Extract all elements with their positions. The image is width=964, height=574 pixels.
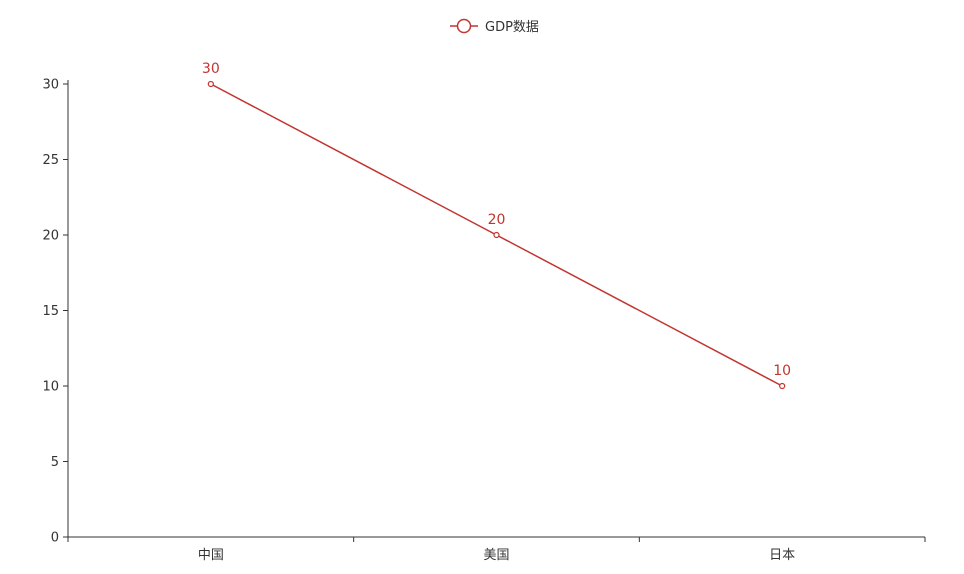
legend-label: GDP数据 bbox=[485, 20, 539, 35]
y-tick-label: 5 bbox=[51, 455, 59, 470]
data-point[interactable] bbox=[493, 231, 500, 239]
y-tick-label: 15 bbox=[42, 304, 59, 319]
data-label: 10 bbox=[773, 363, 791, 379]
x-tick-label: 美国 bbox=[483, 548, 509, 563]
data-label: 20 bbox=[488, 212, 506, 228]
y-tick-label: 30 bbox=[42, 78, 59, 93]
x-tick-label: 日本 bbox=[769, 548, 795, 563]
y-tick-label: 25 bbox=[42, 153, 59, 168]
data-point[interactable] bbox=[779, 382, 786, 390]
data-point[interactable] bbox=[207, 80, 214, 88]
data-label: 30 bbox=[202, 61, 220, 77]
y-tick-label: 10 bbox=[42, 380, 59, 395]
legend[interactable]: GDP数据 bbox=[450, 18, 539, 36]
y-tick-label: 20 bbox=[42, 229, 59, 244]
series-gdp: 30 20 10 bbox=[202, 61, 791, 390]
y-tick-label: 0 bbox=[51, 531, 59, 546]
axes: 0 5 10 15 20 25 30 中国 美国 日本 bbox=[42, 78, 926, 563]
legend-circle-marker bbox=[456, 18, 472, 34]
x-tick-label: 中国 bbox=[198, 548, 224, 563]
